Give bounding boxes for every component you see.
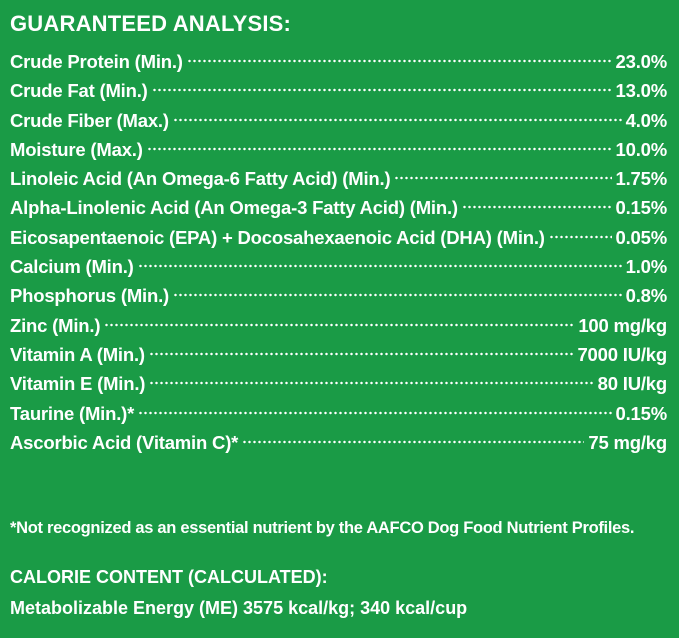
nutrient-value: 0.8% [625, 285, 668, 307]
aafco-footnote: *Not recognized as an essential nutrient… [10, 519, 635, 537]
dot-leader [461, 204, 612, 211]
nutrient-row: Taurine (Min.)* 0.15% [10, 399, 667, 428]
nutrient-value: 100 mg/kg [578, 314, 667, 336]
nutrient-value: 80 IU/kg [597, 373, 668, 395]
nutrient-row: Alpha-Linolenic Acid (An Omega-3 Fatty A… [10, 193, 667, 222]
nutrient-list: Crude Protein (Min.) 23.0% Crude Fat (Min.… [10, 47, 667, 457]
dot-leader [186, 58, 612, 64]
dot-leader [242, 438, 585, 445]
nutrient-row: Ascorbic Acid (Vitamin C)* 75 mg/kg [10, 428, 667, 457]
dot-leader [394, 175, 612, 182]
nutrient-row: Vitamin E (Min.) 80 IU/kg [10, 369, 667, 398]
dot-leader [146, 145, 612, 152]
metabolizable-energy-line: Metabolizable Energy (ME) 3575 kcal/kg; … [10, 598, 468, 618]
nutrient-value: 10.0% [615, 138, 668, 160]
nutrient-label: Crude Fat (Min.) [10, 80, 148, 102]
nutrient-label: Vitamin E (Min.) [10, 373, 146, 395]
nutrient-value: 0.15% [615, 197, 668, 219]
nutrient-value: 0.15% [615, 402, 668, 424]
nutrient-label: Moisture (Max.) [10, 138, 143, 160]
nutrient-row: Crude Protein (Min.) 23.0% [10, 47, 667, 76]
nutrient-value: 1.0% [625, 256, 668, 278]
nutrient-row: Calcium (Min.) 1.0% [10, 252, 667, 281]
calorie-content-heading: CALORIE CONTENT (CALCULATED): [10, 567, 328, 587]
dot-leader [548, 233, 612, 240]
nutrient-value: 1.75% [615, 168, 668, 190]
nutrient-row: Linoleic Acid (An Omega-6 Fatty Acid) (M… [10, 164, 667, 193]
nutrient-label: Crude Protein (Min.) [10, 51, 183, 72]
nutrient-label: Eicosapentaenoic (EPA) + Docosahexaenoic… [10, 226, 545, 248]
nutrient-row: Phosphorus (Min.) 0.8% [10, 281, 667, 310]
nutrient-value: 0.05% [615, 226, 668, 248]
nutrient-label: Vitamin A (Min.) [10, 343, 145, 365]
nutrient-value: 23.0% [615, 51, 668, 72]
nutrient-value: 4.0% [625, 109, 668, 131]
dot-leader [149, 380, 594, 387]
nutrient-value: 13.0% [615, 80, 668, 102]
nutrient-row: Eicosapentaenoic (EPA) + Docosahexaenoic… [10, 223, 667, 252]
nutrient-label: Ascorbic Acid (Vitamin C)* [10, 431, 239, 453]
nutrient-row: Zinc (Min.) 100 mg/kg [10, 311, 667, 340]
nutrient-value: 75 mg/kg [588, 431, 667, 453]
nutrient-label: Taurine (Min.)* [10, 402, 135, 424]
dot-leader [138, 409, 612, 416]
nutrient-row: Vitamin A (Min.) 7000 IU/kg [10, 340, 667, 369]
dot-leader [172, 292, 622, 299]
dot-leader [151, 87, 612, 94]
nutrient-row: Crude Fat (Min.) 13.0% [10, 76, 667, 105]
nutrient-label: Phosphorus (Min.) [10, 285, 169, 307]
nutrient-label: Alpha-Linolenic Acid (An Omega-3 Fatty A… [10, 197, 458, 219]
nutrient-label: Linoleic Acid (An Omega-6 Fatty Acid) (M… [10, 168, 391, 190]
nutrient-value: 7000 IU/kg [577, 343, 667, 365]
dot-leader [104, 321, 575, 328]
dot-leader [172, 116, 622, 123]
nutrient-row: Moisture (Max.) 10.0% [10, 135, 667, 164]
nutrient-label: Crude Fiber (Max.) [10, 109, 169, 131]
dot-leader [137, 263, 622, 270]
nutrient-label: Calcium (Min.) [10, 256, 134, 278]
dot-leader [148, 350, 574, 357]
nutrient-row: Crude Fiber (Max.) 4.0% [10, 106, 667, 135]
nutrient-label: Zinc (Min.) [10, 314, 101, 336]
analysis-heading: GUARANTEED ANALYSIS: [10, 11, 292, 36]
